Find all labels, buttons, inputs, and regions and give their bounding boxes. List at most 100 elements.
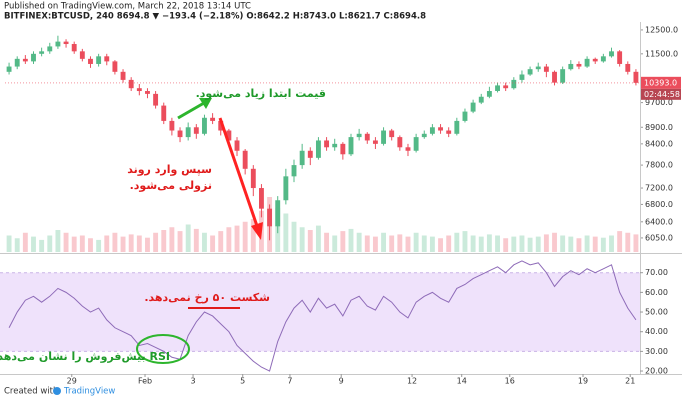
candle-body [519, 74, 525, 80]
volume-bar [161, 230, 167, 252]
volume-bar [177, 231, 183, 252]
y-tick-label: 6800.0 [645, 200, 673, 209]
volume-bar [169, 227, 175, 252]
candle-body [609, 51, 614, 57]
volume-bar [470, 235, 476, 252]
candle-body [128, 79, 134, 89]
candle-body [340, 143, 346, 155]
annotation: RSI بیش‌فروش را نشان می‌دهد. [0, 350, 170, 363]
candle-body [397, 137, 403, 148]
volume-bar [625, 232, 631, 252]
candle-body [364, 133, 370, 141]
candle-body [88, 58, 93, 64]
volume-bar [71, 236, 77, 252]
volume-bar [454, 232, 460, 252]
published: Published on TradingView.com, March 22, … [4, 2, 251, 12]
y-tick-label: 30.00 [645, 347, 668, 356]
candle-body [372, 140, 378, 144]
candle-body [429, 127, 435, 134]
y-tick-label: 7200.0 [645, 184, 673, 193]
candle-body [503, 85, 509, 89]
candle-body [202, 117, 207, 134]
volume-bar [315, 225, 321, 252]
volume-bar [633, 234, 639, 252]
volume-bar [185, 224, 191, 252]
candle-body [543, 66, 549, 72]
volume-bar [609, 235, 614, 252]
x-tick-label: Feb [138, 377, 152, 386]
rsi-band [0, 272, 640, 352]
y-tick-label: 40.00 [645, 327, 668, 336]
volume-bar [31, 236, 36, 252]
volume-bar [543, 234, 549, 252]
rsi-pane: 20.00 30.00 40.00 50.00 60.00 70.00 29 Feb 3 5 7 9 1… [0, 260, 668, 386]
candle-body [324, 140, 330, 148]
rsi-line [8, 260, 637, 372]
volume-bar [438, 238, 443, 252]
candle-body [226, 130, 232, 141]
footer-brand: TradingView [63, 387, 115, 397]
annotation: شکست ۵۰ رخ نمی‌دهد. [144, 291, 270, 304]
volume-bar [120, 236, 126, 252]
candle-body [193, 127, 199, 134]
candle-body [600, 56, 606, 62]
candle-body [22, 58, 28, 62]
volume-bar [22, 232, 28, 252]
candle-body [584, 58, 590, 67]
volume-bar [291, 221, 297, 252]
volume-bar [348, 228, 354, 252]
candle-body [218, 120, 224, 131]
volume-bar [372, 236, 378, 252]
candle-body [210, 117, 216, 121]
x-tick-label: 21 [625, 377, 635, 386]
candle-body [535, 66, 541, 70]
candle-body [291, 165, 297, 177]
candle-body [283, 176, 289, 201]
volume-bar [63, 232, 69, 252]
candle-body [47, 46, 53, 52]
x-tick-label: 14 [457, 377, 467, 386]
volume-bar [584, 235, 590, 252]
candle-body [511, 79, 517, 89]
volume-bar [96, 239, 102, 252]
volume-bar [88, 238, 93, 252]
candle-body [234, 140, 240, 151]
candle-body [177, 130, 183, 138]
candle-body [527, 69, 533, 75]
candle-body [552, 71, 557, 83]
candle-body [104, 56, 110, 62]
x-tick-label: 16 [505, 377, 515, 386]
volume-bar [47, 235, 53, 252]
candle-body [307, 150, 313, 158]
volume-bar [397, 234, 403, 252]
volume-bar [405, 236, 411, 252]
x-tick-label: 9 [339, 377, 344, 386]
volume-bar [193, 228, 199, 252]
annotation: نزولی می‌شود. [130, 179, 212, 192]
volume-bar [421, 235, 427, 252]
x-tick-label: 3 [191, 377, 196, 386]
symbol-line: BITFINEX:BTCUSD, 240 8694.8 ▼ −193.4 (−2… [4, 12, 426, 22]
candle-body [356, 133, 362, 138]
volume-bar [429, 236, 435, 252]
x-tick-label: 5 [240, 377, 245, 386]
volume-bar [14, 238, 20, 252]
green-arrow [177, 101, 205, 120]
volume-bar [560, 235, 566, 252]
last-price-label: 10393.0 [644, 78, 677, 87]
candle-body [259, 188, 264, 209]
candle-body [633, 71, 639, 83]
volume-bar [136, 235, 142, 252]
volume-bar [527, 237, 533, 252]
volume-bar [389, 235, 395, 252]
candle-body [153, 93, 159, 106]
volume-bar [381, 232, 386, 252]
y-tick-label: 20.00 [645, 367, 668, 376]
candle-body [568, 63, 574, 70]
green-arrowhead [199, 98, 212, 109]
candle-body [63, 41, 69, 45]
logo [53, 387, 61, 395]
x-tick-label: 12 [407, 377, 417, 386]
y-tick-label: 8900.0 [645, 123, 673, 132]
